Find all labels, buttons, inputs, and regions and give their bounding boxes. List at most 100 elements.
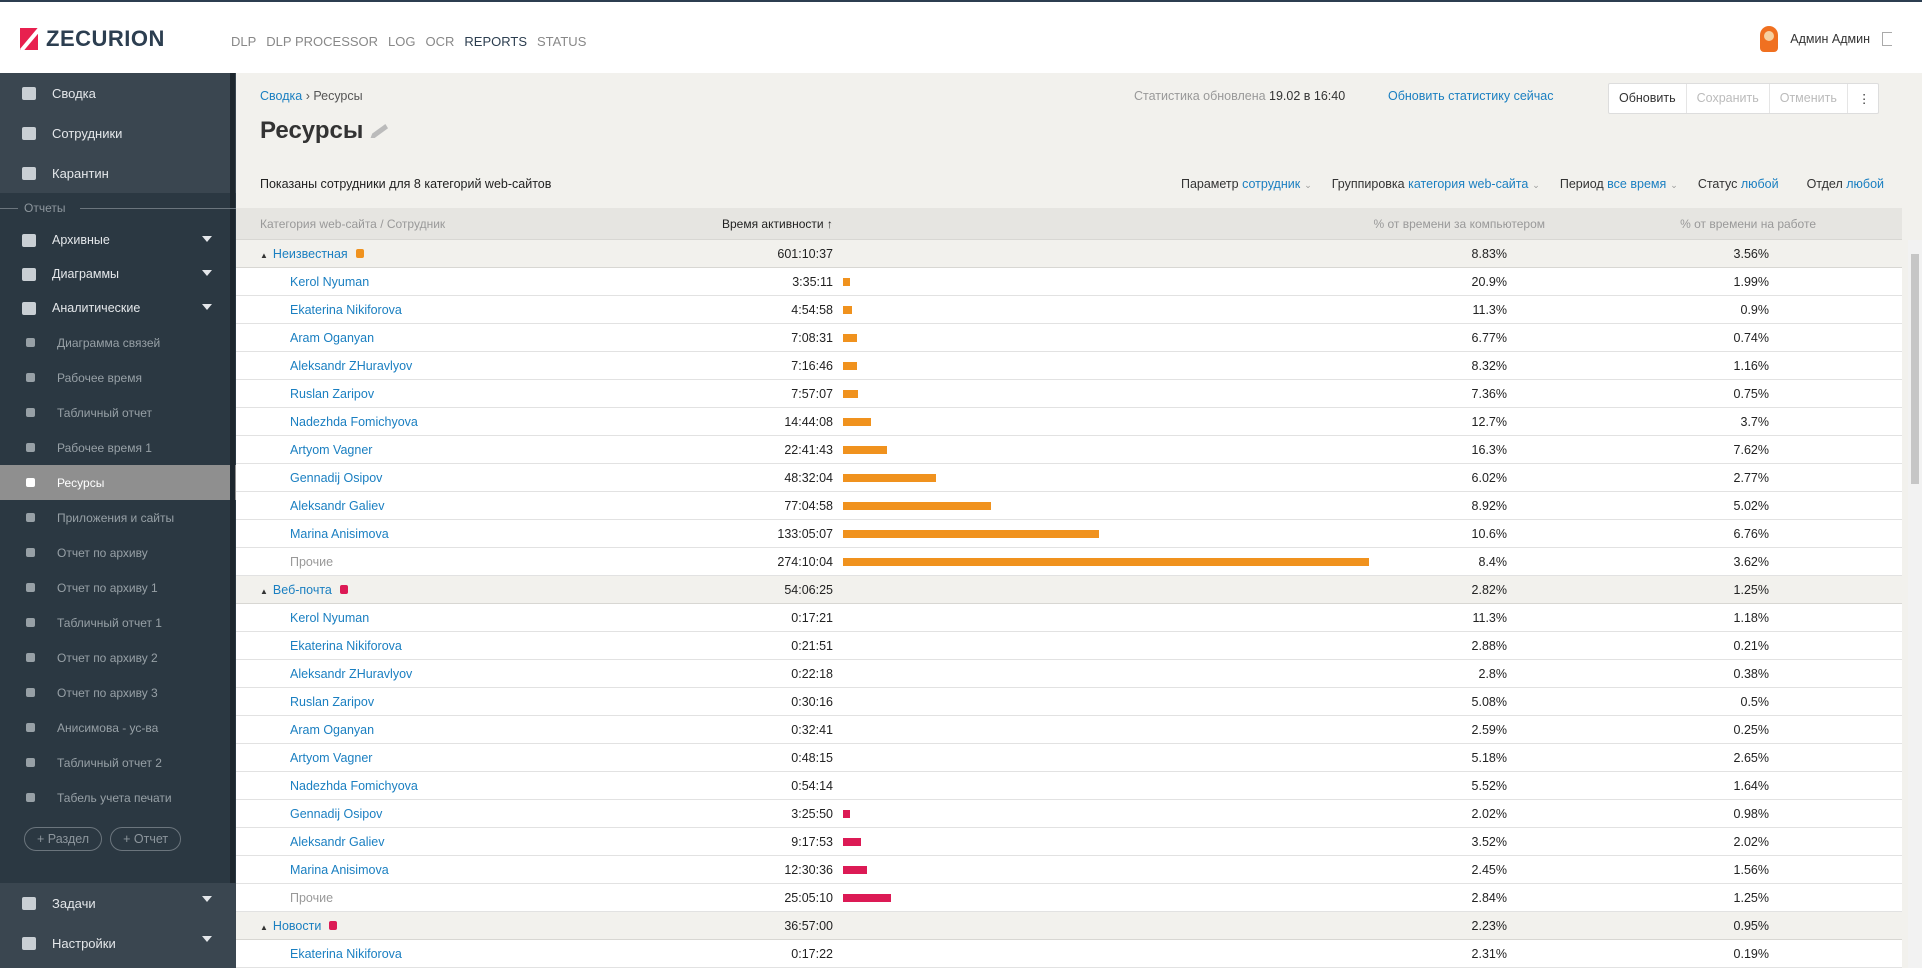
caret-down-icon[interactable]: [202, 270, 212, 276]
sidebar-report-item[interactable]: Анисимова - ус-ва: [0, 710, 236, 745]
employee-link[interactable]: Ekaterina Nikiforova: [290, 303, 402, 317]
sidebar-scrollbar[interactable]: [230, 73, 235, 888]
employee-link[interactable]: Aram Oganyan: [290, 331, 375, 345]
sidebar-report-item[interactable]: Табличный отчет 2: [0, 745, 236, 780]
filter-department-link[interactable]: любой: [1846, 177, 1884, 191]
sidebar-report-item[interactable]: Приложения и сайты: [0, 500, 236, 535]
sidebar-item-0[interactable]: Сводка: [0, 73, 236, 113]
collapse-triangle-icon[interactable]: ▲: [260, 923, 268, 932]
add-section-button[interactable]: + Раздел: [24, 827, 103, 851]
sidebar-report-item[interactable]: Табличный отчет 1: [0, 605, 236, 640]
sidebar-report-item[interactable]: Отчет по архиву: [0, 535, 236, 570]
group-name[interactable]: ▲ Новости: [260, 919, 338, 933]
sidebar-report-item[interactable]: Диаграмма связей: [0, 325, 236, 360]
sidebar-report-item[interactable]: Табличный отчет: [0, 395, 236, 430]
employee-link[interactable]: Ekaterina Nikiforova: [290, 947, 402, 961]
employee-link[interactable]: Artyom Vagner: [290, 443, 373, 457]
sidebar-item-settings[interactable]: Настройки: [0, 923, 236, 963]
caret-down-icon[interactable]: [202, 236, 212, 242]
sidebar-report-item[interactable]: Рабочее время: [0, 360, 236, 395]
category-color-swatch: [339, 585, 348, 594]
logo[interactable]: ZECURION: [20, 26, 165, 52]
sidebar-report-item[interactable]: Отчет по архиву 3: [0, 675, 236, 710]
sidebar-report-item[interactable]: Отчет по архиву 1: [0, 570, 236, 605]
group-label[interactable]: Неизвестная: [272, 247, 348, 261]
save-button[interactable]: Сохранить: [1687, 84, 1770, 113]
employee-link[interactable]: Ekaterina Nikiforova: [290, 639, 402, 653]
employee-link[interactable]: Ruslan Zaripov: [290, 387, 375, 401]
sidebar-folder[interactable]: Архивные: [0, 223, 236, 257]
caret-down-icon[interactable]: [202, 896, 212, 902]
employee-link[interactable]: Aleksandr ZHuravlyov: [290, 667, 413, 681]
employee-link[interactable]: Aleksandr Galiev: [290, 835, 385, 849]
topnav-dlp[interactable]: DLP: [231, 34, 257, 49]
employee-link[interactable]: Nadezhda Fomichyova: [290, 415, 418, 429]
edit-pencil-icon[interactable]: [371, 124, 390, 138]
sidebar-item-1[interactable]: Сотрудники: [0, 113, 236, 153]
group-label[interactable]: Новости: [272, 919, 322, 933]
collapse-triangle-icon[interactable]: ▲: [260, 587, 268, 596]
sidebar-item-2[interactable]: Карантин: [0, 153, 236, 193]
col-header-time[interactable]: Время активности ↑: [722, 217, 833, 231]
refresh-stats-link[interactable]: Обновить статистику сейчас: [1388, 89, 1554, 103]
sidebar-report-item[interactable]: Отчет по архиву 2: [0, 640, 236, 675]
caret-down-icon[interactable]: [202, 304, 212, 310]
user-menu[interactable]: Админ Админ: [1760, 26, 1892, 52]
collapse-triangle-icon[interactable]: ▲: [260, 251, 268, 260]
topnav-dlp-processor[interactable]: DLP PROCESSOR: [266, 34, 379, 49]
add-report-button[interactable]: + Отчет: [110, 827, 182, 851]
filter-status-link[interactable]: любой: [1740, 177, 1779, 191]
employee-link[interactable]: Kerol Nyuman: [290, 611, 370, 625]
employee-link[interactable]: Aram Oganyan: [290, 723, 375, 737]
group-label[interactable]: Веб-почта: [272, 583, 332, 597]
sidebar-report-item[interactable]: Рабочее время 1: [0, 430, 236, 465]
employee-link[interactable]: Nadezhda Fomichyova: [290, 779, 418, 793]
cancel-button[interactable]: Отменить: [1770, 84, 1848, 113]
col-header-pct-computer[interactable]: % от времени за компьютером: [1373, 217, 1546, 231]
group-name[interactable]: ▲ Неизвестная: [260, 247, 364, 261]
sidebar-item-tasks[interactable]: Задачи: [0, 883, 236, 923]
sidebar-folder[interactable]: Диаграммы: [0, 257, 236, 291]
update-button[interactable]: Обновить: [1609, 84, 1687, 113]
report-icon: [26, 443, 35, 452]
top-nav: DLP DLP PROCESSOR LOG OCR REPORTS STATUS: [231, 34, 586, 49]
topnav-ocr[interactable]: OCR: [425, 34, 455, 49]
employee-link[interactable]: Gennadij Osipov: [290, 807, 383, 821]
employee-link[interactable]: Artyom Vagner: [290, 751, 373, 765]
employee-link[interactable]: Ruslan Zaripov: [290, 695, 375, 709]
table-group-row[interactable]: ▲ Веб-почта 54:06:25 2.82% 1.25%: [236, 576, 1902, 604]
caret-down-icon[interactable]: [202, 936, 212, 942]
employee-link[interactable]: Marina Anisimova: [290, 863, 389, 877]
filter-param-dropdown[interactable]: сотрудник: [1242, 177, 1301, 191]
employee-link[interactable]: Marina Anisimova: [290, 527, 389, 541]
sidebar-report-item[interactable]: Табель учета печати: [0, 780, 236, 815]
activity-time: 0:30:16: [791, 695, 833, 709]
user-name[interactable]: Админ Админ: [1790, 32, 1870, 46]
chevron-down-icon[interactable]: ⌄: [1304, 180, 1312, 190]
topnav-status[interactable]: STATUS: [537, 34, 587, 49]
breadcrumb-root[interactable]: Сводка: [260, 89, 303, 103]
filter-grouping-dropdown[interactable]: категория web-сайта: [1408, 177, 1529, 191]
col-header-pct-work[interactable]: % от времени на работе: [1680, 217, 1816, 231]
employee-link[interactable]: Gennadij Osipov: [290, 471, 383, 485]
employee-link[interactable]: Aleksandr Galiev: [290, 499, 385, 513]
scrollbar-thumb[interactable]: [1911, 254, 1919, 484]
report-icon: [26, 408, 35, 417]
table-group-row[interactable]: ▲ Новости 36:57:00 2.23% 0.95%: [236, 912, 1902, 940]
table-group-row[interactable]: ▲ Неизвестная 601:10:37 8.83% 3.56%: [236, 240, 1902, 268]
filter-period-dropdown[interactable]: все время: [1607, 177, 1667, 191]
employee-link[interactable]: Kerol Nyuman: [290, 275, 370, 289]
group-name[interactable]: ▲ Веб-почта: [260, 583, 348, 597]
col-header-name[interactable]: Категория web-сайта / Сотрудник: [260, 217, 446, 231]
chevron-down-icon[interactable]: ⌄: [1670, 180, 1678, 190]
table-scrollbar[interactable]: [1908, 240, 1922, 968]
chevron-down-icon[interactable]: ⌄: [1532, 180, 1540, 190]
more-menu-button[interactable]: ⋮: [1857, 92, 1871, 106]
avatar[interactable]: [1760, 26, 1779, 52]
topnav-reports[interactable]: REPORTS: [464, 34, 528, 49]
sidebar-report-item[interactable]: Ресурсы: [0, 465, 236, 500]
employee-link[interactable]: Aleksandr ZHuravlyov: [290, 359, 413, 373]
topnav-log[interactable]: LOG: [388, 34, 416, 49]
logout-icon[interactable]: [1882, 32, 1892, 46]
sidebar-folder[interactable]: Аналитические: [0, 291, 236, 325]
